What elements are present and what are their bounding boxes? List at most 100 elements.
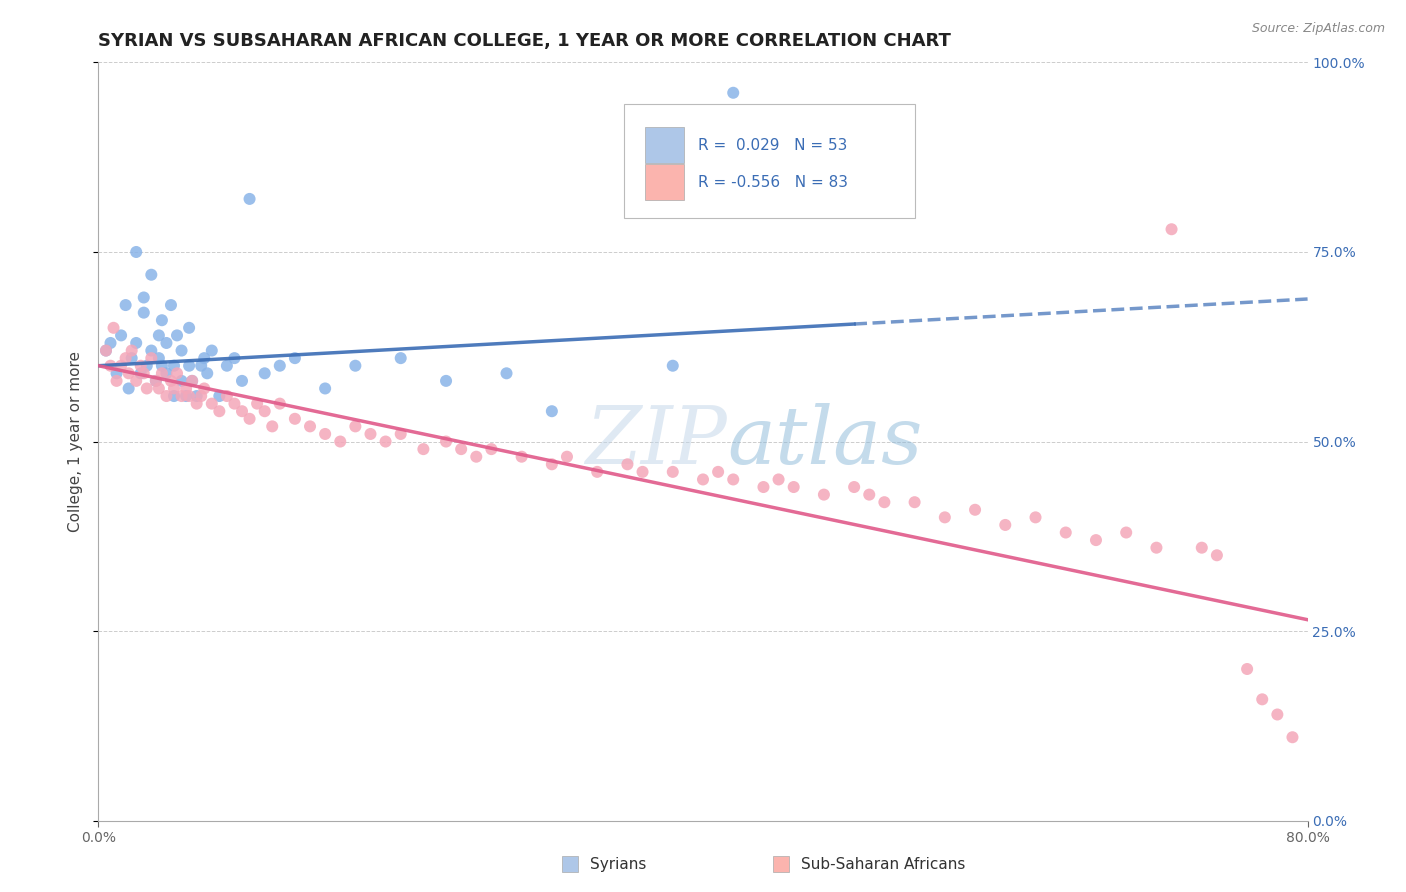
Point bbox=[1267, 707, 1289, 722]
Point bbox=[208, 389, 231, 403]
Point bbox=[132, 291, 155, 305]
Point bbox=[269, 359, 291, 373]
Point bbox=[141, 268, 163, 282]
Point bbox=[269, 396, 291, 410]
Point bbox=[174, 382, 197, 396]
Point bbox=[141, 343, 163, 358]
Point bbox=[389, 351, 412, 366]
Point bbox=[179, 389, 201, 403]
Point bbox=[858, 487, 880, 501]
Point bbox=[94, 343, 117, 358]
Bar bbox=[645, 164, 683, 201]
Point bbox=[1054, 525, 1077, 540]
Point bbox=[994, 517, 1017, 532]
Point bbox=[174, 389, 197, 403]
Point bbox=[208, 404, 231, 418]
Point bbox=[231, 374, 253, 388]
Point bbox=[179, 320, 201, 334]
Point bbox=[160, 298, 183, 312]
Point bbox=[132, 305, 155, 319]
Point bbox=[100, 335, 122, 350]
Point bbox=[186, 389, 208, 403]
Point bbox=[155, 389, 177, 403]
Point bbox=[145, 374, 167, 388]
Point bbox=[299, 419, 322, 434]
Point bbox=[132, 366, 155, 380]
Point bbox=[1160, 222, 1182, 236]
Y-axis label: College, 1 year or more: College, 1 year or more bbox=[67, 351, 83, 532]
Point bbox=[100, 359, 122, 373]
Text: Sub-Saharan Africans: Sub-Saharan Africans bbox=[800, 857, 965, 871]
Point bbox=[145, 374, 167, 388]
Point bbox=[148, 351, 170, 366]
Point bbox=[434, 434, 457, 449]
Point bbox=[465, 450, 488, 464]
Point bbox=[114, 351, 136, 366]
Point bbox=[555, 450, 578, 464]
Point bbox=[450, 442, 472, 457]
Point bbox=[284, 351, 307, 366]
Point bbox=[540, 404, 562, 418]
Point bbox=[314, 382, 336, 396]
Text: ZIP: ZIP bbox=[585, 403, 727, 480]
Point bbox=[201, 343, 224, 358]
Point bbox=[129, 359, 152, 373]
Point bbox=[262, 419, 284, 434]
Point bbox=[155, 335, 177, 350]
Point bbox=[170, 374, 193, 388]
Point bbox=[195, 366, 218, 380]
Point bbox=[166, 328, 188, 343]
Point bbox=[163, 389, 186, 403]
Point bbox=[121, 351, 143, 366]
Point bbox=[783, 480, 806, 494]
Point bbox=[135, 382, 157, 396]
Point bbox=[1024, 510, 1046, 524]
Point bbox=[141, 351, 163, 366]
Point bbox=[1236, 662, 1258, 676]
Point bbox=[752, 480, 775, 494]
Point bbox=[813, 487, 835, 501]
Point bbox=[224, 351, 246, 366]
Point bbox=[631, 465, 654, 479]
Point bbox=[201, 396, 224, 410]
Point bbox=[934, 510, 956, 524]
Point bbox=[110, 359, 132, 373]
Point bbox=[616, 458, 638, 472]
Point bbox=[150, 366, 173, 380]
Point bbox=[118, 382, 141, 396]
Point bbox=[495, 366, 517, 380]
Point bbox=[190, 389, 212, 403]
Text: SYRIAN VS SUBSAHARAN AFRICAN COLLEGE, 1 YEAR OR MORE CORRELATION CHART: SYRIAN VS SUBSAHARAN AFRICAN COLLEGE, 1 … bbox=[98, 32, 952, 50]
Point bbox=[118, 366, 141, 380]
Point bbox=[125, 244, 148, 259]
Point bbox=[374, 434, 396, 449]
Point bbox=[181, 374, 204, 388]
Point bbox=[166, 366, 188, 380]
Point bbox=[844, 480, 866, 494]
Point bbox=[1251, 692, 1274, 706]
Point bbox=[170, 389, 193, 403]
Point bbox=[114, 298, 136, 312]
Point bbox=[661, 359, 683, 373]
Point bbox=[190, 359, 212, 373]
Point bbox=[586, 465, 609, 479]
FancyBboxPatch shape bbox=[624, 104, 915, 218]
Bar bbox=[645, 127, 683, 163]
Point bbox=[723, 86, 745, 100]
Point bbox=[1281, 730, 1303, 744]
Point bbox=[1115, 525, 1137, 540]
Point bbox=[103, 320, 125, 334]
Point bbox=[253, 366, 276, 380]
Point bbox=[965, 503, 987, 517]
Point bbox=[215, 359, 238, 373]
Point bbox=[434, 374, 457, 388]
Point bbox=[94, 343, 117, 358]
Point bbox=[389, 427, 412, 442]
Point bbox=[481, 442, 503, 457]
Point bbox=[135, 359, 157, 373]
Point bbox=[661, 465, 683, 479]
Text: R = -0.556   N = 83: R = -0.556 N = 83 bbox=[699, 175, 848, 190]
Point bbox=[1191, 541, 1213, 555]
Text: Syrians: Syrians bbox=[589, 857, 647, 871]
Point bbox=[105, 366, 128, 380]
